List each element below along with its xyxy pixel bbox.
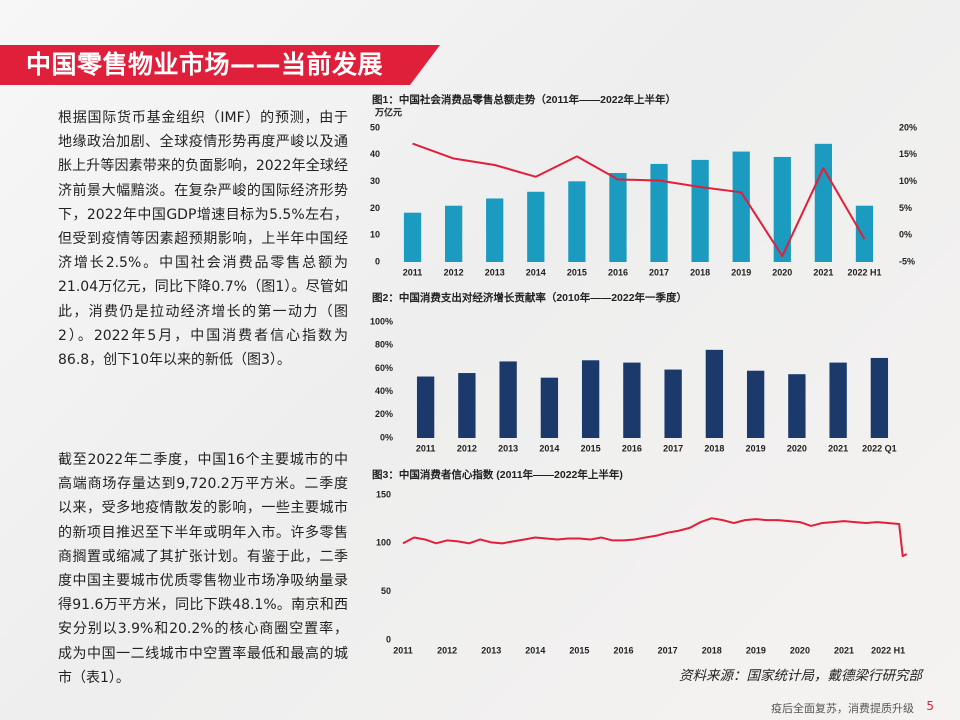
- x-tick-label: 2011: [403, 267, 423, 277]
- y-tick-label: 50: [381, 586, 391, 596]
- bar: [732, 151, 750, 262]
- x-tick-label: 2020: [772, 267, 792, 277]
- y-tick-label: 150: [376, 489, 391, 499]
- x-tick-label: 2018: [690, 267, 710, 277]
- x-tick-label: 2015: [581, 443, 601, 453]
- footer-text: 疫后全面复苏，消费提质升级: [771, 702, 914, 715]
- x-tick-label: 2015: [569, 645, 589, 655]
- x-tick-label: 2021: [813, 267, 833, 277]
- bar: [499, 361, 517, 438]
- x-tick-label: 2014: [539, 443, 559, 453]
- paragraph: 根据国际货币基金组织（IMF）的预测，由于地缘政治加剧、全球疫情形势再度严峻以及…: [58, 110, 348, 369]
- y-tick-label: 80%: [375, 340, 393, 350]
- x-tick-label: 2018: [704, 443, 724, 453]
- x-tick-label: 2013: [498, 443, 518, 453]
- y-tick-label: 20%: [375, 409, 393, 419]
- bar: [664, 369, 682, 438]
- y-axis-label: 万亿元: [374, 106, 402, 117]
- bar: [581, 360, 600, 438]
- source-note: 资料来源：国家统计局，戴德梁行研究部: [679, 668, 922, 684]
- chart-title: 图3：中国消费者信心指数 (2011年——2022年上半年): [372, 468, 623, 481]
- x-tick-label: 2022 Q1: [862, 443, 897, 453]
- page-number: 5: [926, 699, 934, 713]
- y-tick-label: 10: [370, 230, 380, 240]
- bar: [540, 377, 559, 438]
- paragraph: 截至2022年二季度，中国16个主要城市的中高端商场存量达到9,720.2万平方…: [58, 452, 348, 686]
- bar: [486, 198, 504, 262]
- y2-tick-label: 10%: [899, 176, 917, 186]
- x-tick-label: 2019: [746, 645, 766, 655]
- y-tick-label: 100%: [370, 316, 393, 326]
- x-tick-label: 2016: [614, 645, 634, 655]
- bar: [650, 163, 668, 262]
- y2-tick-label: 20%: [899, 122, 917, 132]
- bar: [403, 212, 422, 262]
- y-tick-label: 60%: [375, 363, 393, 373]
- bar: [829, 362, 847, 438]
- x-tick-label: 2020: [787, 443, 807, 453]
- y-tick-label: 0%: [380, 432, 393, 442]
- x-tick-label: 2014: [526, 267, 546, 277]
- x-tick-label: 2019: [746, 443, 766, 453]
- bar: [814, 143, 833, 262]
- y-tick-label: 0: [386, 634, 391, 644]
- x-tick-label: 2020: [790, 645, 810, 655]
- line: [402, 517, 908, 558]
- x-tick-label: 2017: [649, 267, 669, 277]
- bar: [788, 374, 806, 438]
- x-tick-label: 2021: [834, 645, 854, 655]
- y-tick-label: 40%: [375, 386, 393, 396]
- x-tick-label: 2016: [608, 267, 628, 277]
- x-tick-label: 2011: [416, 443, 436, 453]
- bar: [568, 181, 586, 262]
- y-tick-label: 100: [376, 538, 391, 548]
- y2-tick-label: 5%: [899, 203, 912, 213]
- bar: [444, 205, 463, 262]
- x-tick-label: 2014: [525, 645, 545, 655]
- bar: [705, 349, 724, 438]
- line: [412, 142, 866, 258]
- x-tick-label: 2022 H1: [847, 267, 881, 277]
- bar: [527, 191, 545, 262]
- x-tick-label: 2012: [437, 645, 457, 655]
- bar: [609, 173, 627, 262]
- x-tick-label: 2013: [485, 267, 505, 277]
- x-tick-label: 2012: [444, 267, 464, 277]
- bar: [773, 156, 791, 262]
- x-tick-label: 2016: [622, 443, 642, 453]
- bar: [623, 362, 641, 438]
- chart-title: 图1：中国社会消费品零售总额走势（2011年——2022年上半年）: [372, 93, 676, 106]
- chart-title: 图2：中国消费支出对经济增长贡献率（2010年——2022年一季度）: [372, 291, 687, 304]
- x-tick-label: 2017: [663, 443, 683, 453]
- y-tick-label: 20: [370, 203, 380, 213]
- x-tick-label: 2021: [828, 443, 848, 453]
- x-tick-label: 2013: [481, 645, 501, 655]
- bar: [416, 376, 435, 438]
- bar: [855, 205, 874, 262]
- y-tick-label: 30: [370, 176, 380, 186]
- bar: [458, 373, 476, 438]
- y-tick-label: 40: [370, 149, 380, 159]
- x-tick-label: 2012: [457, 443, 477, 453]
- x-tick-label: 2015: [567, 267, 587, 277]
- y-tick-label: 0: [375, 256, 380, 266]
- y2-tick-label: 15%: [899, 149, 917, 159]
- slide-title: 中国零售物业市场——当前发展: [26, 50, 384, 79]
- y2-tick-label: 0%: [899, 230, 912, 240]
- x-tick-label: 2022 H1: [871, 645, 905, 655]
- x-tick-label: 2019: [731, 267, 751, 277]
- x-tick-label: 2018: [702, 645, 722, 655]
- y2-tick-label: -5%: [899, 256, 915, 266]
- x-tick-label: 2011: [393, 645, 413, 655]
- bar: [870, 357, 889, 438]
- bar: [691, 159, 709, 262]
- x-tick-label: 2017: [658, 645, 678, 655]
- y-tick-label: 50: [370, 122, 380, 132]
- bar: [746, 370, 765, 438]
- header-band: [0, 45, 440, 85]
